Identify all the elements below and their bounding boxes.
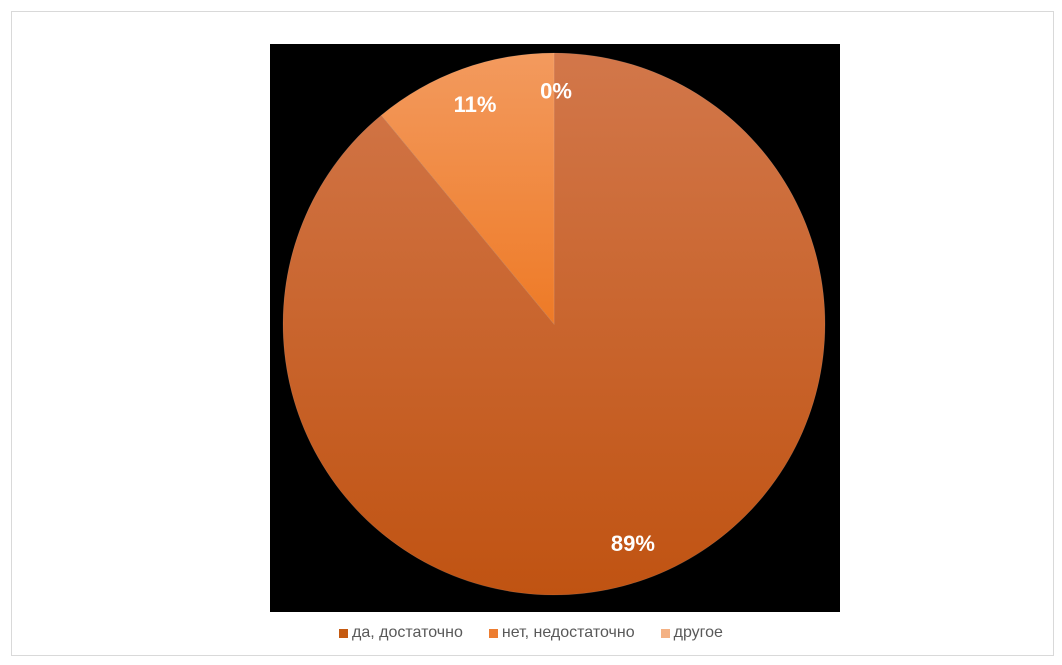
data-label-da: 89%	[611, 531, 655, 556]
legend-swatch-drugoe	[660, 628, 670, 638]
legend-swatch-da	[339, 628, 349, 638]
legend: да, достаточно нет, недостаточно другое	[0, 622, 1062, 644]
legend-swatch-net	[488, 628, 498, 638]
slice-da	[282, 52, 826, 596]
slice-net	[380, 52, 555, 325]
plot-area: 89% 11% 0%	[270, 44, 840, 612]
legend-label-net: нет, недостаточно	[501, 624, 635, 641]
legend-item-da: да, достаточно	[339, 624, 463, 642]
legend-label-da: да, достаточно	[352, 624, 463, 641]
chart-frame: 89% 11% 0%	[11, 11, 1054, 656]
legend-item-drugoe: другое	[660, 624, 723, 642]
data-label-drugoe: 0%	[540, 78, 572, 103]
pie-chart: 89% 11% 0%	[282, 52, 826, 596]
data-label-net: 11%	[454, 92, 497, 117]
legend-item-net: нет, недостаточно	[488, 624, 635, 642]
legend-label-drugoe: другое	[673, 624, 723, 641]
